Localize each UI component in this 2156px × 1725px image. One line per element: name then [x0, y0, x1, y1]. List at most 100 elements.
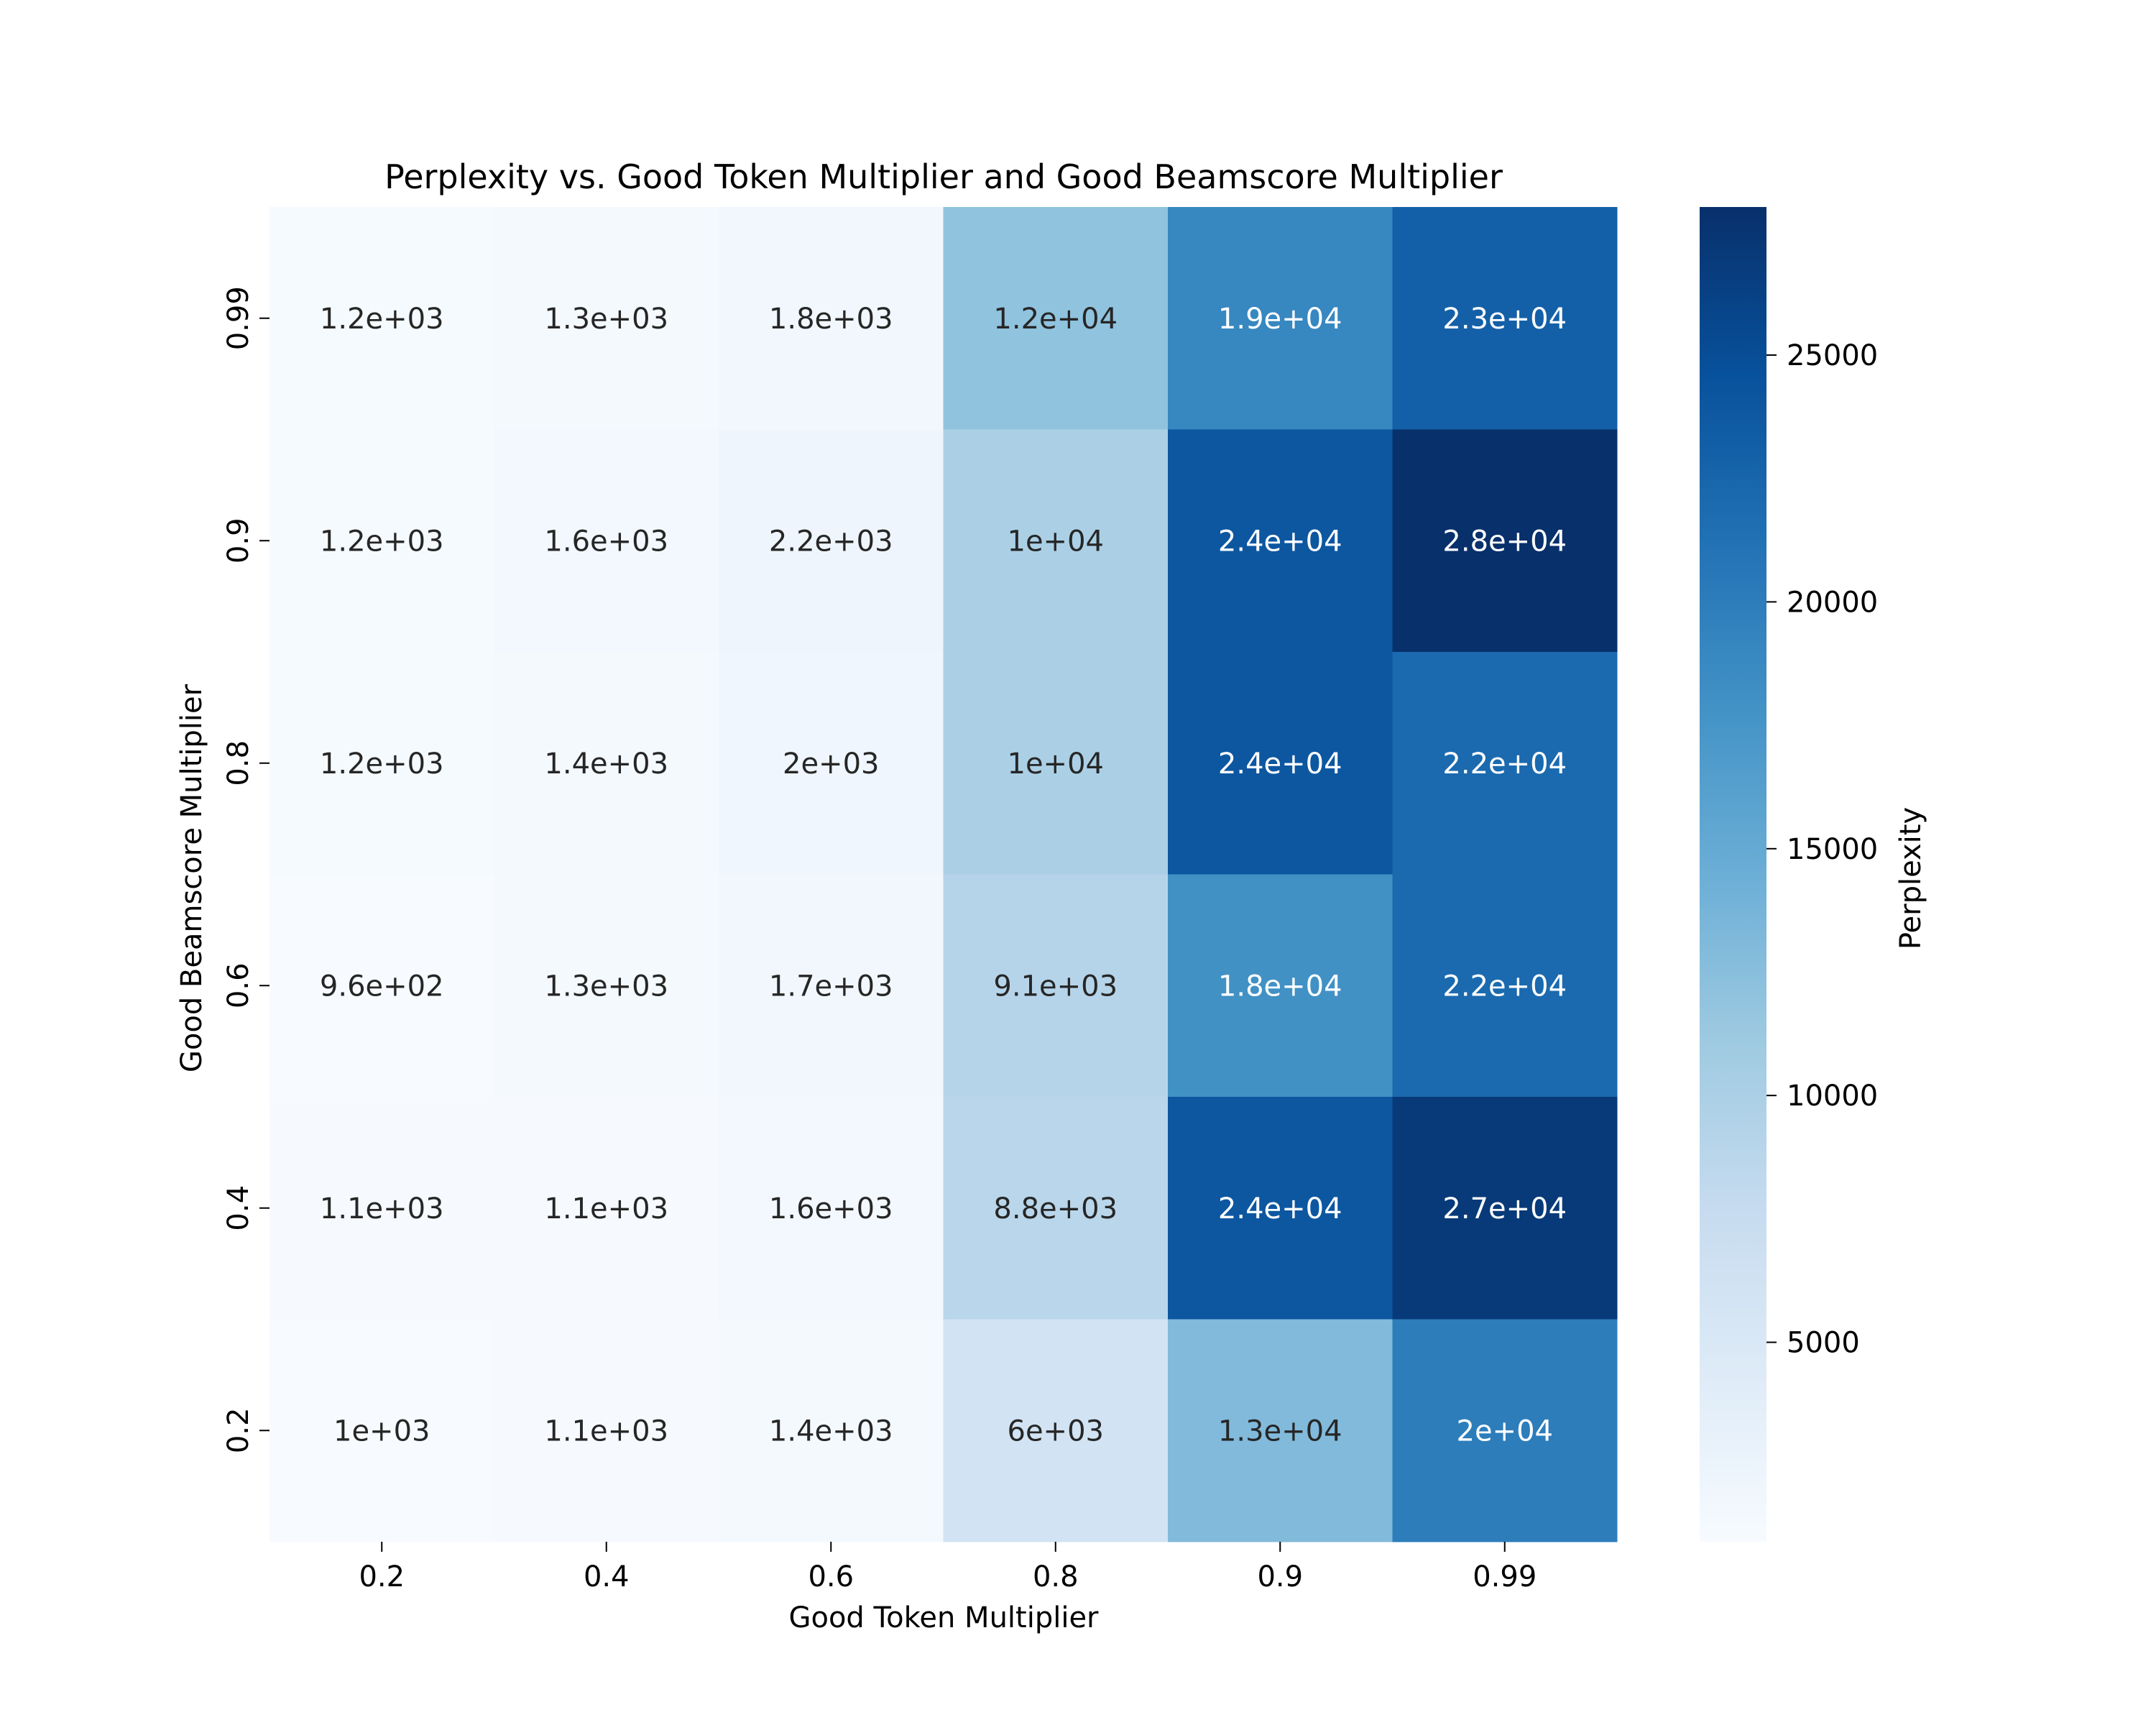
cell-value-label: 2.4e+04	[1218, 1192, 1342, 1225]
heatmap-cell	[943, 1319, 1169, 1542]
y-tick-label: 0.9	[222, 518, 255, 564]
heatmap-cell	[494, 1097, 719, 1320]
cell-value-label: 1.2e+03	[320, 303, 444, 336]
heatmap-cell	[1168, 1097, 1393, 1320]
heatmap-cell	[494, 874, 719, 1098]
cell-value-label: 1.2e+03	[320, 525, 444, 558]
x-tick-label: 0.8	[1033, 1560, 1079, 1593]
cell-value-label: 2.4e+04	[1218, 525, 1342, 558]
heatmap-cell	[943, 652, 1169, 875]
heatmap-cell	[1392, 652, 1618, 875]
x-tick-label: 0.99	[1473, 1560, 1537, 1593]
heatmap-cell	[943, 207, 1169, 430]
colorbar-label: Perplexity	[1894, 807, 1927, 949]
chart-title: Perplexity vs. Good Token Multiplier and…	[384, 157, 1503, 196]
colorbar-ticks: 5000 10000 15000 20000 25000	[1766, 339, 1878, 1360]
cell-value-label: 2.8e+04	[1442, 525, 1567, 558]
cell-value-label: 2.2e+03	[769, 525, 893, 558]
x-tick-label: 0.4	[584, 1560, 630, 1593]
y-axis-label: Good Beamscore Multiplier	[175, 684, 208, 1072]
y-tick-label: 0.99	[222, 286, 255, 350]
cell-value-label: 1.4e+03	[769, 1414, 893, 1448]
heatmap-cell	[943, 429, 1169, 653]
heatmap-cell	[494, 429, 719, 653]
cell-value-label: 9.1e+03	[993, 970, 1118, 1003]
heatmap-cell	[943, 874, 1169, 1098]
heatmap-cell	[1392, 207, 1618, 430]
heatmap-cell	[719, 1097, 944, 1320]
heatmap-cell	[719, 874, 944, 1098]
heatmap-cell	[270, 652, 494, 875]
heatmap-cell	[1168, 207, 1393, 430]
cell-value-label: 1.2e+04	[993, 303, 1118, 336]
cell-value-label: 6e+03	[1008, 1414, 1104, 1448]
heatmap-cell-labels: 1.2e+03 1.3e+03 1.8e+03 1.2e+04 1.9e+04 2.3e+…	[320, 303, 1567, 1448]
x-axis: 0.2 0.4 0.6 0.8 0.9 0.99	[359, 1542, 1537, 1593]
y-axis: 0.99 0.9 0.8 0.6 0.4 0.2	[222, 286, 270, 1453]
heatmap-cell	[270, 207, 494, 430]
cell-value-label: 2e+04	[1457, 1414, 1553, 1448]
cell-value-label: 1.1e+03	[320, 1192, 444, 1225]
y-tick-label: 0.4	[222, 1185, 255, 1231]
cell-value-label: 1e+04	[1008, 525, 1104, 558]
cell-value-label: 1e+03	[333, 1414, 430, 1448]
heatmap-cell	[1168, 429, 1393, 653]
colorbar-tick-label: 5000	[1787, 1327, 1860, 1360]
cell-value-label: 2.7e+04	[1442, 1192, 1567, 1225]
cell-value-label: 9.6e+02	[320, 970, 444, 1003]
cell-value-label: 1.9e+04	[1218, 303, 1342, 336]
heatmap-cell	[943, 1097, 1169, 1320]
colorbar-tick-label: 25000	[1787, 339, 1878, 372]
y-tick-label: 0.2	[222, 1407, 255, 1453]
cell-value-label: 1.3e+03	[544, 303, 668, 336]
colorbar-tick-label: 10000	[1787, 1080, 1878, 1113]
cell-value-label: 1.7e+03	[769, 970, 893, 1003]
cell-value-label: 2e+03	[783, 748, 879, 781]
colorbar-tick-label: 15000	[1787, 833, 1878, 866]
y-tick-label: 0.6	[222, 962, 255, 1008]
heatmap-cell	[1392, 874, 1618, 1098]
cell-value-label: 1.1e+03	[544, 1414, 668, 1448]
heatmap-cell	[719, 207, 944, 430]
cell-value-label: 1.4e+03	[544, 748, 668, 781]
x-axis-label: Good Token Multiplier	[788, 1601, 1099, 1634]
heatmap-cell	[1168, 652, 1393, 875]
cell-value-label: 1.1e+03	[544, 1192, 668, 1225]
heatmap-cell	[270, 1319, 494, 1542]
cell-value-label: 1.2e+03	[320, 748, 444, 781]
heatmap-cell	[1168, 874, 1393, 1098]
colorbar: 5000 10000 15000 20000 25000 Perplexity	[1700, 207, 1927, 1542]
heatmap-cell	[719, 1319, 944, 1542]
cell-value-label: 2.3e+04	[1442, 303, 1567, 336]
heatmap-cell	[270, 1097, 494, 1320]
cell-value-label: 1e+04	[1008, 748, 1104, 781]
x-tick-label: 0.2	[359, 1560, 405, 1593]
heatmap-cell	[494, 207, 719, 430]
cell-value-label: 2.2e+04	[1442, 970, 1567, 1003]
heatmap-cell	[270, 874, 494, 1098]
cell-value-label: 1.8e+03	[769, 303, 893, 336]
heatmap-cell	[1168, 1319, 1393, 1542]
cell-value-label: 1.3e+04	[1218, 1414, 1342, 1448]
colorbar-tick-label: 20000	[1787, 586, 1878, 619]
heatmap-cell	[270, 429, 494, 653]
x-tick-label: 0.9	[1257, 1560, 1303, 1593]
cell-value-label: 1.8e+04	[1218, 970, 1342, 1003]
heatmap-cell	[494, 652, 719, 875]
heatmap-cell	[1392, 1097, 1618, 1320]
colorbar-gradient	[1700, 207, 1766, 1542]
heatmap-cell	[1392, 429, 1618, 653]
heatmap-cells	[270, 207, 1618, 1542]
cell-value-label: 1.3e+03	[544, 970, 668, 1003]
cell-value-label: 2.4e+04	[1218, 748, 1342, 781]
heatmap-cell	[719, 429, 944, 653]
cell-value-label: 1.6e+03	[769, 1192, 893, 1225]
heatmap-cell	[494, 1319, 719, 1542]
cell-value-label: 2.2e+04	[1442, 748, 1567, 781]
cell-value-label: 1.6e+03	[544, 525, 668, 558]
heatmap-cell	[1392, 1319, 1618, 1542]
heatmap-cell	[719, 652, 944, 875]
x-tick-label: 0.6	[808, 1560, 854, 1593]
y-tick-label: 0.8	[222, 740, 255, 786]
